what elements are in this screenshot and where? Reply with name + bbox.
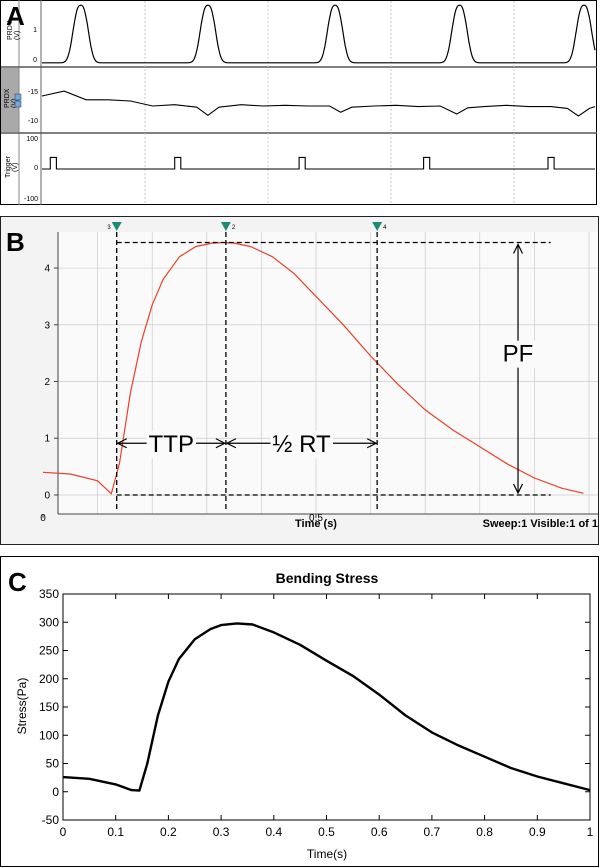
panel-a-grid	[144, 1, 515, 204]
panel-a-trigger-trace	[42, 156, 595, 170]
panel-b-letter: B	[6, 227, 25, 257]
panel-b-y-tick-label: 0	[44, 490, 50, 501]
panel-a-row1-tick: 0	[33, 57, 37, 64]
panel-c-x-tick-label: 0.6	[371, 825, 388, 839]
panel-a-scale-up-button[interactable]	[14, 93, 22, 101]
cursor-marker[interactable]	[220, 222, 231, 231]
panel-c-x-tick-label: 0.5	[318, 825, 335, 839]
panel-c-x-axis-label: Time(s)	[307, 847, 347, 861]
panel-b-y-tick-label: 4	[44, 264, 50, 275]
pf-label-bg	[500, 340, 536, 368]
panel-c: C Bending Stress -5005010015020025030035…	[0, 556, 599, 867]
panel-c-x-tick-label: 0	[60, 825, 67, 839]
panel-a-prdy-trace	[42, 4, 596, 64]
panel-c-x-tick-label: 0.1	[107, 825, 124, 839]
panel-c-x-tick-label: 0.2	[160, 825, 177, 839]
panel-a-row1-unit: (V)	[14, 31, 21, 40]
panel-c-y-axis-label: Stress(Pa)	[15, 678, 29, 735]
panel-a-row3-channel: Trigger	[5, 155, 12, 178]
panel-b-y-axis: 0 1 2 3 4	[44, 232, 59, 514]
panel-a-row3-unit: (V)	[12, 163, 19, 172]
panel-c-x-tick-label: 0.3	[213, 825, 230, 839]
panel-a: A PRDY (V) 1 0 PRDX (V) -15 -10 Trigger …	[0, 0, 597, 205]
panel-c-x-tick-label: 0.9	[529, 825, 546, 839]
panel-c-y-tick-label: -50	[42, 813, 60, 827]
panel-c-stress-trace	[62, 622, 591, 792]
panel-c-x-axis: 0 0.1 0.2 0.3 0.4 0.5 0.6 0.7 0.8 0.9 1	[60, 594, 594, 839]
panel-c-x-tick-label: 1	[587, 825, 594, 839]
panel-b-x-axis: 0 0.5	[40, 513, 598, 524]
panel-c-y-tick-label: 150	[39, 700, 59, 714]
panel-a-row3-tick: -100	[24, 196, 38, 203]
half-rt-label-bg	[270, 431, 333, 459]
panel-a-row2-channel: PRDX	[4, 88, 11, 108]
half-rt-arrow-head	[225, 438, 237, 449]
panel-a-row2-unit: (V)	[11, 99, 18, 108]
panel-a-frame	[0, 0, 597, 205]
cursor-marker[interactable]	[111, 222, 122, 231]
panel-c-y-tick-label: 250	[39, 644, 59, 658]
panel-b-x-tick-label: 0.5	[309, 513, 323, 524]
panel-b-plot-bg	[58, 232, 598, 514]
panel-b-force-trace	[42, 241, 584, 495]
panel-a-row3-tick: 0	[34, 165, 38, 172]
panel-a-prdx-trace	[41, 90, 596, 117]
panel-a-row3-tick: 100	[26, 136, 38, 143]
panel-a-row2-gutter	[1, 68, 19, 132]
panel-c-title: Bending Stress	[276, 570, 379, 586]
ttp-arrow-head	[116, 438, 127, 449]
cursor-marker-label: 4	[383, 225, 387, 231]
panel-b-y-tick-label: 3	[44, 320, 50, 331]
half-rt-label: ½ RT	[272, 431, 331, 458]
cursor-marker-label: 3	[107, 225, 111, 231]
cursor-marker[interactable]	[372, 222, 383, 231]
panel-b-sweep-footer: Sweep:1 Visible:1 of 1	[483, 518, 598, 530]
panel-c-x-tick-label: 0.4	[265, 825, 282, 839]
ttp-label: TTP	[149, 431, 194, 458]
panel-c-letter: C	[8, 567, 27, 597]
panel-c-frame	[0, 556, 599, 867]
panel-c-y-tick-label: 300	[39, 615, 59, 629]
panel-b-y-tick-label: 2	[44, 377, 50, 388]
panel-b-cursors: 3 2 4	[107, 222, 387, 231]
cursor-marker-label: 2	[232, 225, 236, 231]
panel-b-x-axis-label: Time (s)	[295, 518, 337, 530]
panel-a-row1-tick: 1	[33, 27, 37, 34]
panel-c-x-tick-label: 0.8	[476, 825, 493, 839]
panel-c-y-tick-label: 100	[39, 728, 59, 742]
ttp-arrow-head	[215, 438, 227, 449]
pf-arrow-head	[512, 243, 524, 254]
panel-c-y-tick-label: 200	[39, 672, 59, 686]
panel-c-y-axis: -50 0 50 100 150 200 250 300 350	[39, 587, 590, 827]
pf-label: PF	[503, 341, 534, 368]
panel-a-row2-tick: -15	[28, 89, 38, 96]
panel-b-y-tick-label: 1	[44, 434, 50, 445]
panel-a-row2-tick: -10	[28, 118, 38, 125]
ttp-label-bg	[146, 431, 196, 459]
panel-c-y-tick-label: 350	[39, 587, 59, 601]
panel-c-x-tick-label: 0.7	[424, 825, 441, 839]
panel-a-letter: A	[6, 1, 25, 31]
panel-b-x-tick-label: 0	[40, 513, 46, 524]
half-rt-arrow-head	[366, 438, 378, 449]
panel-a-row1-channel: PRDY	[7, 20, 14, 40]
panel-a-scale-down-button[interactable]	[14, 100, 22, 108]
panel-b-annotations: TTP ½ RT PF	[116, 243, 536, 495]
panel-b-reference-lines	[116, 232, 551, 510]
pf-arrow-head	[512, 483, 524, 495]
panel-c-y-tick-label: 0	[52, 785, 59, 799]
panel-c-y-tick-label: 50	[46, 757, 60, 771]
